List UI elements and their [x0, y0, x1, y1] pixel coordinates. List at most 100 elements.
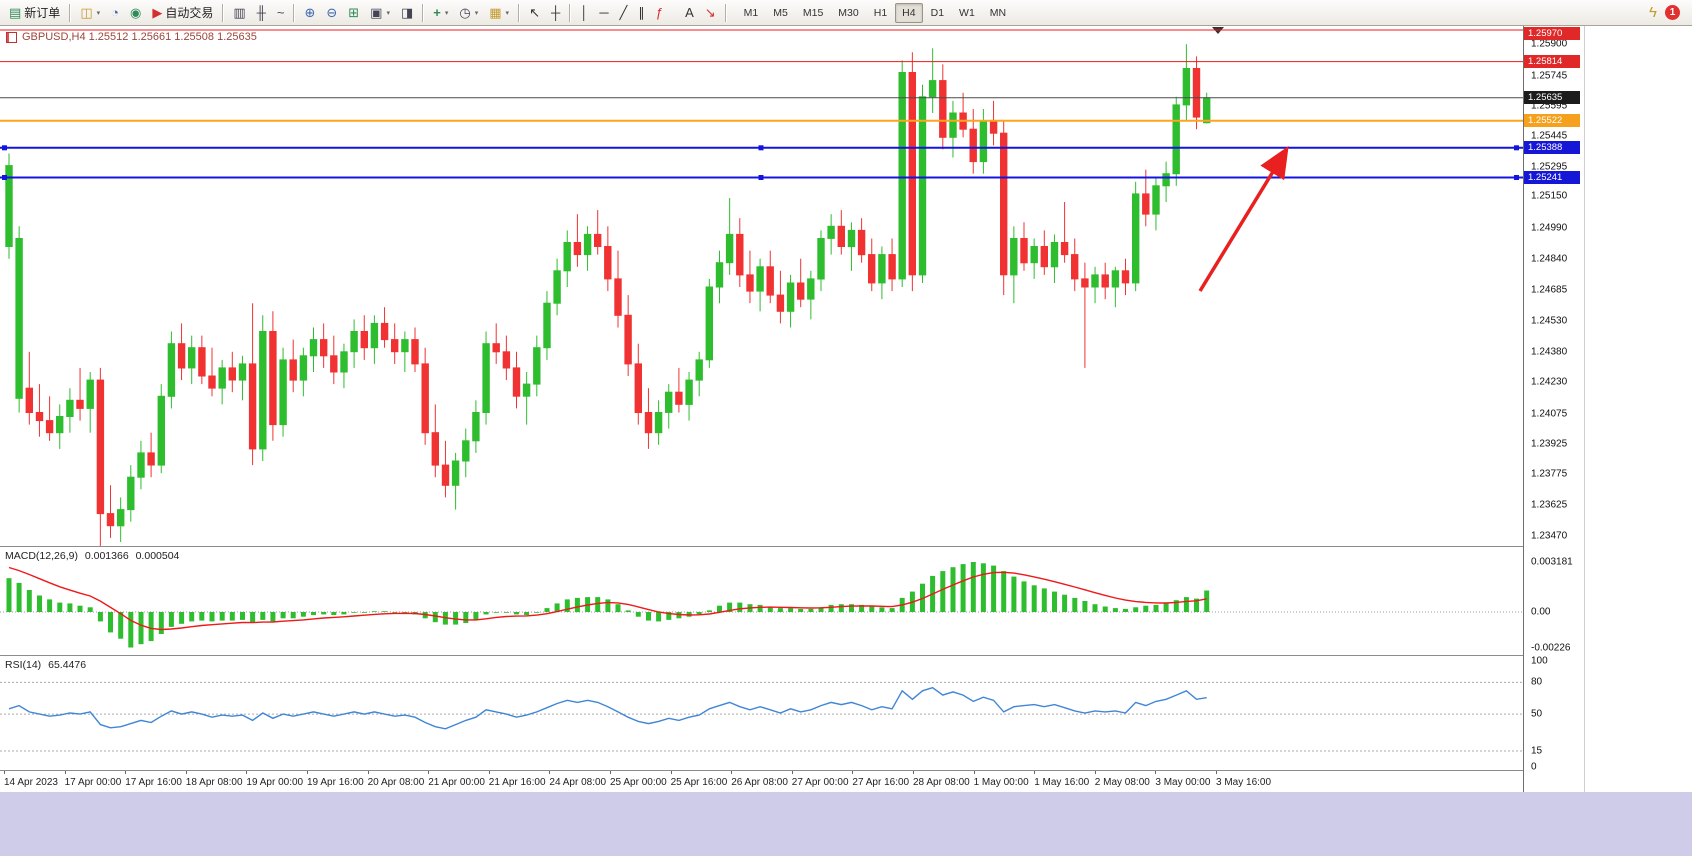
fibonacci-button[interactable]: ƒ	[651, 2, 668, 24]
time-axis-tick	[428, 771, 430, 774]
timeframe-button-H1[interactable]: H1	[873, 6, 888, 19]
time-axis-label: 17 Apr 16:00	[125, 777, 182, 788]
price-axis-label: 1.24530	[1531, 315, 1568, 327]
price-tag-1.25635: 1.25635	[1524, 91, 1580, 105]
arrange-windows-button[interactable]: ◨	[396, 2, 418, 24]
quick-trade-button[interactable]: ϟ	[1644, 2, 1662, 24]
bar-chart-button[interactable]: ▥	[228, 2, 250, 24]
time-axis-tick	[1216, 771, 1217, 774]
tile-windows-button[interactable]: ⊞	[343, 2, 364, 24]
zoom-out-icon: ⊖	[326, 5, 338, 20]
rsi-scale[interactable]: 100 80 50 15 0	[1524, 656, 1584, 773]
new-order-button[interactable]: ▤ 新订单	[4, 2, 65, 24]
timeframe-button-MN[interactable]: MN	[989, 6, 1007, 19]
macd-label: MACD(12,26,9) 0.001366 0.000504	[5, 550, 179, 562]
price-axis-label: 1.24380	[1531, 346, 1568, 358]
periods-clock-icon: ◷	[459, 5, 471, 20]
rsi-axis-label: 50	[1531, 708, 1543, 720]
candlestick-chart-icon: ╫	[256, 5, 266, 20]
price-axis-label: 1.25745	[1531, 70, 1568, 82]
horizontal-line-button[interactable]: ─	[594, 2, 613, 24]
new-chart-icon: ▣	[370, 5, 383, 20]
main-chart-panel[interactable]: GBPUSD,H4 1.25512 1.25661 1.25508 1.2563…	[0, 26, 1523, 547]
price-scale[interactable]: 1.25900 1.25745 1.25595 1.25445 1.25295 1.251…	[1523, 26, 1585, 792]
text-button[interactable]: A	[680, 2, 699, 24]
indicators-button[interactable]: + ▾	[428, 2, 453, 24]
price-tag-1.25522: 1.25522	[1524, 114, 1580, 128]
trendline-button[interactable]: ╱	[615, 2, 633, 24]
market-watch-button[interactable]: ◉	[125, 2, 146, 24]
rsi-name: RSI(14)	[5, 659, 42, 671]
timeframe-button-D1[interactable]: D1	[930, 6, 945, 19]
chart-window: GBPUSD,H4 1.25512 1.25661 1.25508 1.2563…	[0, 26, 1586, 792]
time-axis-label: 21 Apr 00:00	[428, 777, 485, 788]
rsi-panel[interactable]: RSI(14) 65.4476	[0, 656, 1523, 771]
timeframe-button-M5[interactable]: M5	[773, 6, 788, 19]
timeframe-button-M1[interactable]: M1	[743, 6, 759, 19]
timeframe-button-W1[interactable]: W1	[959, 6, 975, 19]
toolbar-separator	[518, 3, 521, 22]
price-axis-label: 1.23775	[1531, 468, 1568, 480]
macd-axis-label: 0.003181	[1531, 556, 1573, 568]
price-axis-label: 1.24230	[1531, 376, 1568, 388]
new-chart-button[interactable]: ▣ ▾	[365, 2, 395, 24]
toolbar-separator	[422, 3, 425, 22]
time-axis-tick	[246, 771, 248, 774]
price-line-1.25388[interactable]	[0, 145, 1523, 151]
timeframe-button-H4[interactable]: H4	[895, 2, 923, 23]
line-handle[interactable]	[1514, 145, 1519, 151]
rsi-line	[8, 686, 1207, 730]
macd-scale[interactable]: 0.003181 0.00 -0.00226	[1524, 547, 1584, 656]
line-handle[interactable]	[758, 175, 764, 180]
time-axis-tick	[64, 771, 66, 774]
zoom-out-button[interactable]: ⊖	[321, 2, 342, 24]
time-axis-label: 27 Apr 16:00	[852, 777, 910, 788]
line-handle[interactable]	[2, 175, 7, 180]
line-handle[interactable]	[1514, 175, 1519, 180]
vertical-line-button[interactable]: │	[575, 2, 593, 24]
macd-canvas[interactable]	[0, 547, 1523, 655]
macd-panel[interactable]: MACD(12,26,9) 0.001366 0.000504	[0, 547, 1523, 656]
time-axis-tick	[913, 771, 914, 774]
rsi-canvas[interactable]	[0, 656, 1523, 770]
cursor-icon: ↖	[529, 5, 540, 20]
main-chart-canvas[interactable]	[0, 26, 1523, 546]
time-axis-label: 26 Apr 08:00	[731, 777, 788, 788]
main-price-scale[interactable]: 1.25900 1.25745 1.25595 1.25445 1.25295 1.251…	[1524, 26, 1584, 547]
chevron-down-icon: ▾	[444, 9, 449, 17]
crosshair-icon: ┼	[550, 5, 561, 20]
cursor-button[interactable]: ↖	[524, 2, 545, 24]
candlestick-chart-button[interactable]: ╫	[252, 2, 271, 24]
toolbar-separator	[293, 3, 296, 22]
fibonacci-icon: ƒ	[655, 5, 664, 20]
templates-button[interactable]: ▦ ▾	[484, 2, 514, 24]
channel-button[interactable]: ∥	[633, 2, 650, 24]
shapes-button[interactable]	[669, 2, 679, 24]
zoom-in-button[interactable]: ⊕	[299, 2, 320, 24]
time-axis-tick	[610, 771, 611, 774]
time-axis-tick	[973, 771, 975, 774]
line-handle[interactable]	[758, 145, 764, 151]
horizontal-line-icon: ─	[599, 5, 609, 20]
autotrading-play-icon: ▶	[152, 5, 163, 20]
chart-window-button[interactable]: ◫ ▾	[75, 2, 105, 24]
autotrading-button[interactable]: ▶ 自动交易	[147, 2, 218, 24]
macd-value-signal: 0.000504	[135, 550, 180, 562]
line-chart-button[interactable]: ~	[272, 2, 290, 24]
time-axis[interactable]: 14 Apr 2023 17 Apr 00:00 17 Apr 16:00 18 Ap…	[0, 771, 1523, 792]
trend-arrow-annotation[interactable]	[1198, 146, 1289, 292]
timeframe-button-M30[interactable]: M30	[838, 6, 859, 19]
arrow-tool-icon: ↘	[704, 5, 716, 20]
profiles-button[interactable]: ◔	[106, 2, 124, 24]
new-order-icon: ▤	[9, 5, 22, 20]
line-handle[interactable]	[2, 145, 7, 151]
time-axis-tick	[852, 771, 854, 774]
notification-badge[interactable]: 1	[1665, 5, 1680, 20]
periods-button[interactable]: ◷ ▾	[454, 2, 483, 24]
arrow-tool-button[interactable]: ↘	[700, 2, 721, 24]
macd-histogram	[6, 562, 1210, 648]
time-axis-label: 1 May 16:00	[1034, 777, 1090, 788]
price-line-1.25241[interactable]	[0, 175, 1523, 180]
timeframe-button-M15[interactable]: M15	[802, 6, 824, 19]
crosshair-button[interactable]: ┼	[546, 2, 565, 24]
